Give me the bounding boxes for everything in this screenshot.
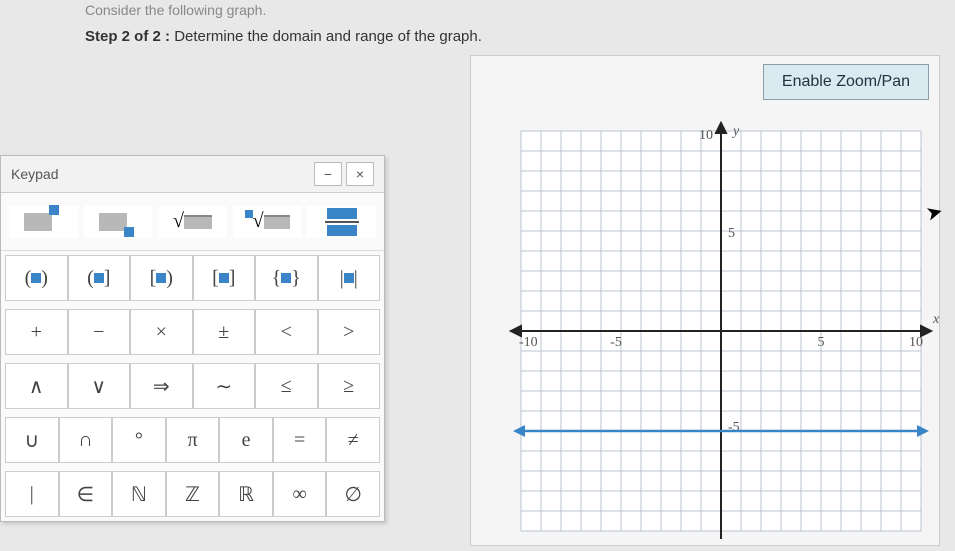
op-key[interactable]: ∪ [5,417,59,463]
op-key[interactable]: ∩ [59,417,113,463]
op-key[interactable]: ℝ [219,471,273,517]
ops-row-2: ∧∨⇒∼≤≥ [1,359,384,413]
step-label: Step 2 of 2 : [85,28,170,45]
op-key[interactable]: = [273,417,327,463]
keypad-title: Keypad [11,166,310,182]
keypad-header[interactable]: Keypad − × [1,156,384,193]
paren-paren[interactable]: () [5,255,68,301]
brace-brace[interactable]: {} [255,255,318,301]
template-sqrt[interactable]: √ [158,206,227,238]
ops-row-4: |∈ℕℤℝ∞∅ [1,467,384,521]
op-key[interactable]: ∧ [5,363,68,409]
svg-text:5: 5 [818,335,825,350]
op-key[interactable]: + [5,309,68,355]
enable-zoom-pan-button[interactable]: Enable Zoom/Pan [763,64,929,100]
step-text: Step 2 of 2 : Determine the domain and r… [85,28,482,45]
svg-text:5: 5 [728,226,735,241]
abs-abs[interactable]: || [318,255,381,301]
svg-text:-10: -10 [519,335,538,350]
step-instruction: Determine the domain and range of the gr… [174,28,482,45]
op-key[interactable]: ± [193,309,256,355]
svg-text:y: y [731,124,740,139]
op-key[interactable]: ∼ [193,363,256,409]
op-key[interactable]: < [255,309,318,355]
op-key[interactable]: ℤ [166,471,220,517]
faded-instruction: Consider the following graph. [85,2,266,18]
op-key[interactable]: ∞ [273,471,327,517]
brackets-row: () (] [) [] {} || [1,251,384,305]
paren-bracket[interactable]: (] [68,255,131,301]
op-key[interactable]: ℕ [112,471,166,517]
minimize-button[interactable]: − [314,162,342,186]
svg-text:10: 10 [909,335,923,350]
ops-row-1: +−×±<> [1,305,384,359]
bracket-bracket[interactable]: [] [193,255,256,301]
template-fraction[interactable] [307,206,376,238]
keypad: Keypad − × √ √ () (] [) [] {} [0,155,385,522]
op-key[interactable]: π [166,417,220,463]
svg-text:-5: -5 [610,335,622,350]
op-key[interactable]: > [318,309,381,355]
op-key[interactable]: − [68,309,131,355]
op-key[interactable]: ∨ [68,363,131,409]
template-subscript[interactable] [84,206,153,238]
op-key[interactable]: ∈ [59,471,113,517]
op-key[interactable]: ≥ [318,363,381,409]
op-key[interactable]: ≤ [255,363,318,409]
template-exponent[interactable] [9,206,78,238]
ops-row-3: ∪∩°πe=≠ [1,413,384,467]
svg-text:x: x [932,312,940,327]
svg-text:-5: -5 [728,420,740,435]
coordinate-graph[interactable]: -10 -5 5 10 5 -5 10 y x [501,121,941,541]
op-key[interactable]: × [130,309,193,355]
graph-panel: Enable Zoom/Pan -10 -5 5 10 5 -5 10 y x [470,55,940,546]
close-button[interactable]: × [346,162,374,186]
op-key[interactable]: ≠ [326,417,380,463]
op-key[interactable]: ⇒ [130,363,193,409]
op-key[interactable]: ∅ [326,471,380,517]
bracket-paren[interactable]: [) [130,255,193,301]
op-key[interactable]: e [219,417,273,463]
template-row: √ √ [1,193,384,251]
svg-text:10: 10 [699,128,713,143]
op-key[interactable]: | [5,471,59,517]
op-key[interactable]: ° [112,417,166,463]
template-nthroot[interactable]: √ [233,206,302,238]
